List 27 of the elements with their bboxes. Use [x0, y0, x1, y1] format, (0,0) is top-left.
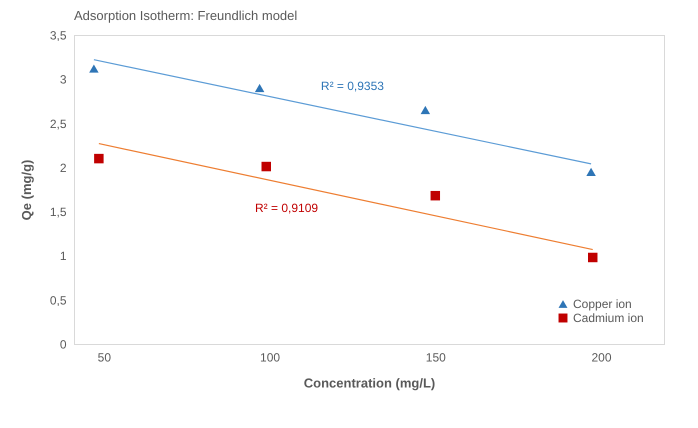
- point: [586, 168, 596, 176]
- annotation: R² = 0,9109: [255, 200, 318, 215]
- x-tick-label: 100: [260, 350, 280, 364]
- y-tick-label: 3: [60, 72, 67, 87]
- x-tick-label: 50: [98, 350, 112, 364]
- y-tick-label: 0: [60, 338, 67, 352]
- y-tick-label: 2,5: [50, 116, 67, 131]
- x-axis-title: Concentration (mg/L): [304, 376, 436, 390]
- chart-title: Adsorption Isotherm: Freundlich model: [74, 8, 298, 23]
- point: [254, 84, 264, 92]
- point: [94, 154, 104, 164]
- y-tick-label: 1,5: [50, 205, 67, 220]
- point: [89, 64, 99, 73]
- y-tick-label: 0,5: [50, 293, 67, 308]
- legend-label: Copper ion: [573, 297, 632, 311]
- point: [262, 162, 271, 172]
- x-tick-label: 150: [426, 350, 446, 364]
- point: [430, 190, 440, 200]
- point: [420, 106, 430, 114]
- y-axis-title: Qe (mg/g): [18, 160, 34, 220]
- annotation: R² = 0,9353: [320, 78, 384, 93]
- y-tick-label: 3,5: [50, 28, 67, 42]
- x-tick-label: 200: [592, 350, 612, 364]
- legend-label: Cadmium ion: [573, 311, 644, 325]
- y-tick-label: 2: [60, 160, 67, 175]
- point: [588, 252, 598, 262]
- y-tick-label: 1: [60, 249, 67, 264]
